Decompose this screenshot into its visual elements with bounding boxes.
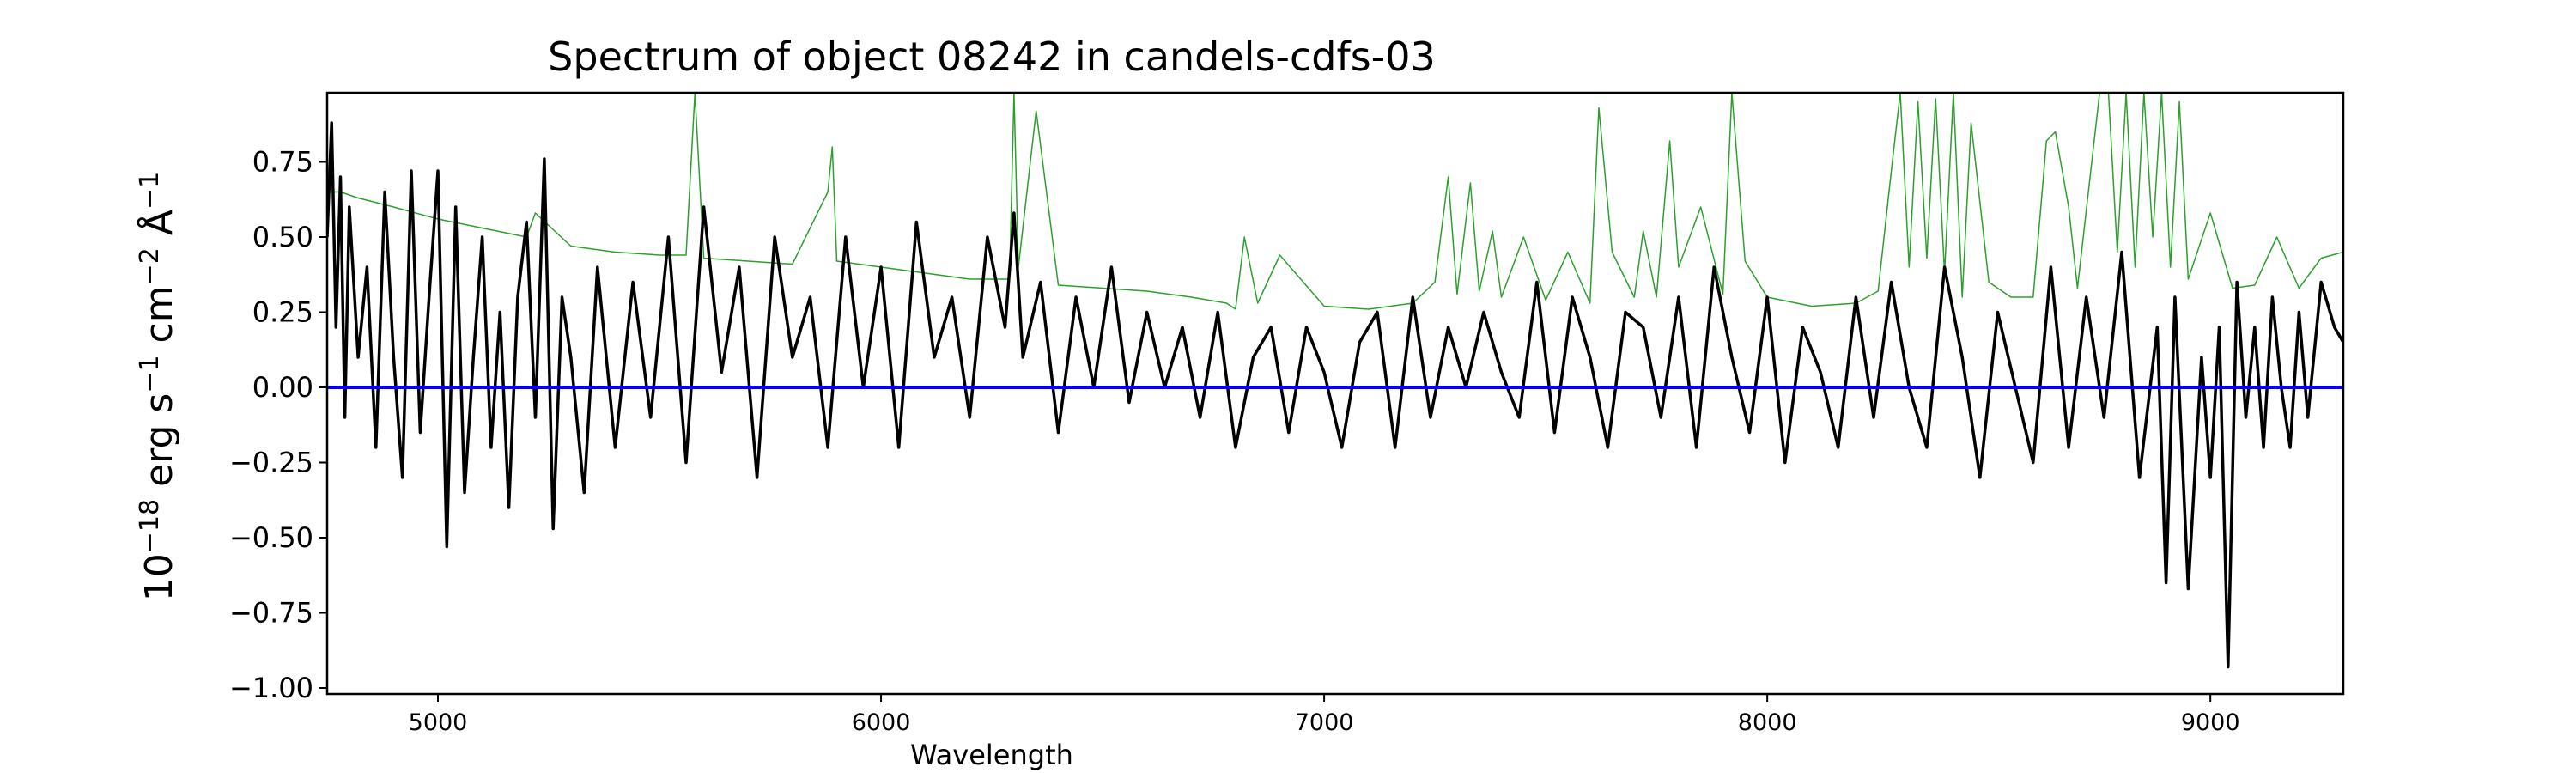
ylabel-exp-s: −1 xyxy=(135,355,165,393)
chart-title: Spectrum of object 08242 in candels-cdfs… xyxy=(548,33,1436,80)
ylabel-exp: −18 xyxy=(135,499,165,553)
series-line-0 xyxy=(327,93,2343,310)
axes: 5000 6000 7000 8000 9000 0.75 0.50 0.25 0.00 −0.2… xyxy=(229,91,2345,736)
y-tick-label: −0.25 xyxy=(229,447,313,479)
y-tick-label: 0.00 xyxy=(252,371,313,404)
ylabel-exp-angstrom: −1 xyxy=(135,172,165,210)
series-line-1 xyxy=(327,121,2343,669)
x-tick-label: 6000 xyxy=(852,709,911,736)
y-tick-label: 0.75 xyxy=(252,146,313,179)
y-tick-label: 0.50 xyxy=(252,221,313,253)
y-tick-label: −1.00 xyxy=(229,672,313,704)
series-group xyxy=(327,93,2343,669)
ylabel-exp-cm: −2 xyxy=(135,247,165,285)
plot-background xyxy=(327,93,2343,694)
plot-area xyxy=(327,93,2343,694)
axes-frame xyxy=(325,91,2345,696)
x-axis-label: Wavelength xyxy=(910,739,1073,771)
ylabel-angstrom: Å xyxy=(136,210,181,235)
ylabel-base: 10 xyxy=(137,553,181,601)
ylabel-erg: erg s xyxy=(137,393,181,487)
ylabel-cm: cm xyxy=(137,285,181,343)
y-tick-label: −0.75 xyxy=(229,597,313,630)
y-axis-label: 10−18 erg s−1 cm−2 Å−1 xyxy=(135,172,181,601)
y-tick-label: 0.25 xyxy=(252,296,313,329)
x-tick-label: 7000 xyxy=(1295,709,1354,736)
x-tick-label: 8000 xyxy=(1738,709,1797,736)
x-tick-label: 9000 xyxy=(2181,709,2240,736)
x-tick-label: 5000 xyxy=(409,709,468,736)
y-tick-label: −0.50 xyxy=(229,521,313,554)
